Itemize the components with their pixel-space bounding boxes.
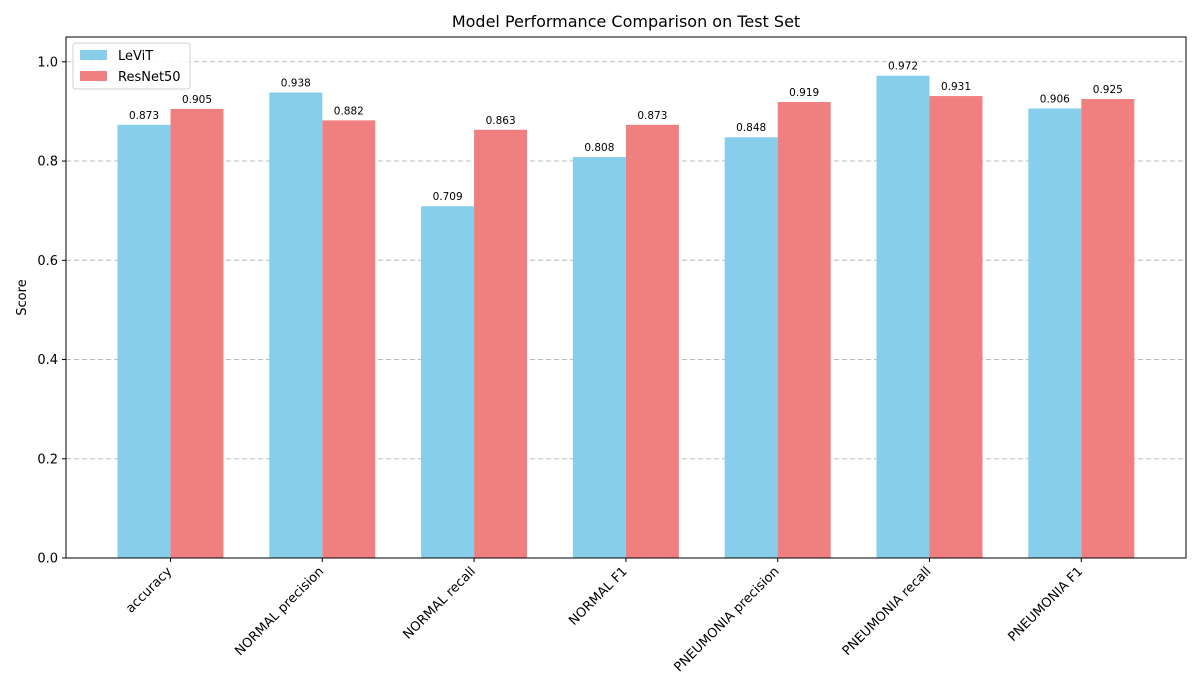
x-tick-label: NORMAL recall: [401, 564, 479, 642]
data-label: 0.808: [584, 142, 614, 154]
legend: LeViT ResNet50: [72, 42, 191, 90]
data-label: 0.873: [129, 110, 159, 122]
bar-resnet50: [625, 124, 679, 558]
data-label: 0.863: [486, 115, 516, 127]
x-tick-label: PNEUMONIA F1: [1005, 564, 1086, 645]
legend-label-levit: LeViT: [118, 49, 153, 64]
y-tick-label: 0.2: [37, 452, 58, 467]
bar-levit: [421, 206, 475, 558]
legend-swatch-resnet50: [80, 71, 107, 81]
data-label: 0.906: [1040, 93, 1070, 105]
y-tick-label: 0.8: [37, 155, 58, 170]
data-label: 0.925: [1093, 84, 1123, 96]
bar-resnet50: [1081, 99, 1135, 559]
bar-levit: [724, 137, 778, 558]
data-label: 0.972: [888, 61, 918, 73]
bar-resnet50: [474, 129, 528, 559]
data-label: 0.919: [789, 87, 819, 99]
bar-resnet50: [170, 108, 224, 558]
data-labels: 0.873 0.905 0.938 0.882 0.709 0.863 0.808 0.873…: [129, 61, 1123, 203]
chart-title: Model Performance Comparison on Test Set: [452, 12, 800, 31]
y-tick-label: 1.0: [37, 55, 58, 70]
bar-levit: [876, 75, 930, 559]
y-tick-label: 0.4: [37, 353, 58, 368]
data-label: 0.938: [281, 78, 311, 90]
x-tick-label: PNEUMONIA precision: [672, 564, 783, 675]
data-label: 0.873: [637, 110, 667, 122]
x-tick-label: NORMAL F1: [566, 564, 631, 629]
data-label: 0.709: [433, 191, 463, 203]
bar-levit: [117, 124, 171, 558]
bar-resnet50: [322, 120, 376, 559]
x-axis: accuracy NORMAL precision NORMAL recall NOR…: [123, 558, 1086, 675]
x-tick-label: accuracy: [123, 564, 175, 616]
y-tick-label: 0.6: [37, 254, 58, 269]
x-tick-label: NORMAL precision: [232, 564, 327, 659]
bars: [117, 75, 1135, 559]
bar-resnet50: [929, 96, 983, 559]
legend-swatch-levit: [80, 50, 107, 60]
bar-levit: [269, 92, 323, 558]
bar-resnet50: [777, 102, 831, 559]
data-label: 0.848: [736, 122, 766, 134]
x-tick-label: PNEUMONIA recall: [840, 564, 935, 659]
legend-label-resnet50: ResNet50: [118, 70, 181, 85]
y-tick-label: 0.0: [37, 552, 58, 567]
y-axis: 0.0 0.2 0.4 0.6 0.8 1.0: [37, 55, 66, 567]
data-label: 0.931: [941, 81, 971, 93]
data-label: 0.905: [182, 94, 212, 106]
bar-levit: [572, 157, 626, 558]
bar-levit: [1028, 108, 1082, 559]
data-label: 0.882: [334, 105, 364, 117]
y-axis-label: Score: [15, 279, 30, 315]
